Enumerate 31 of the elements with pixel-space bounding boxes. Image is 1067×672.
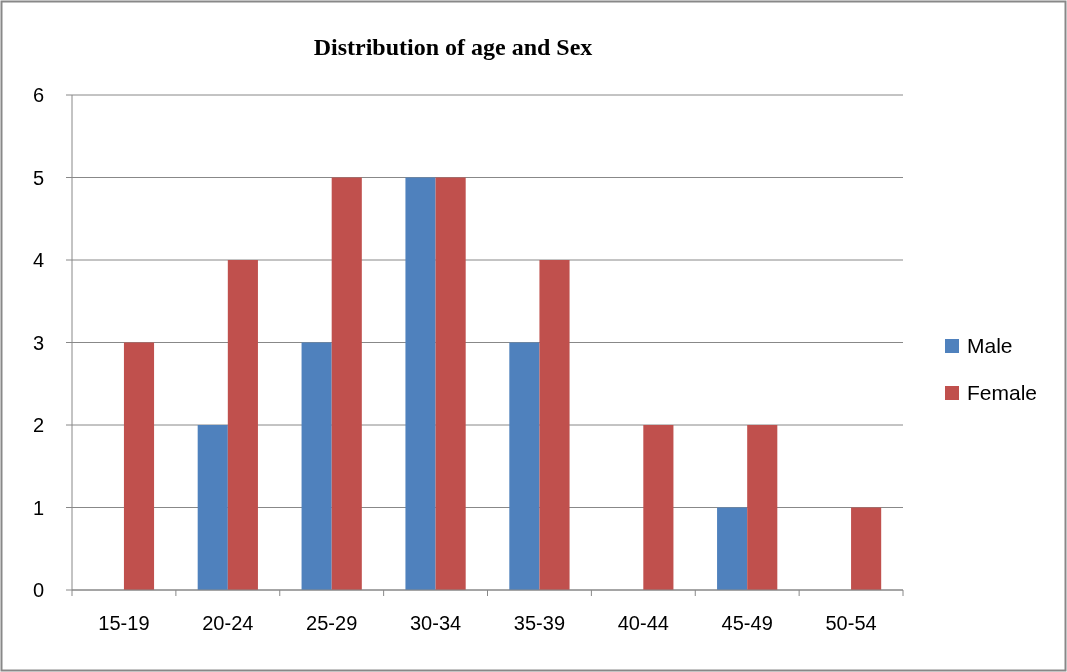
bar <box>331 177 362 590</box>
x-tick-label: 50-54 <box>825 612 877 634</box>
y-tick-label: 5 <box>32 166 44 189</box>
bar <box>539 260 570 590</box>
y-tick-label: 6 <box>32 84 44 106</box>
x-tick-label: 35-39 <box>513 612 566 634</box>
x-tick-label: 45-49 <box>721 612 773 634</box>
x-tick-label: 40-44 <box>617 612 669 634</box>
y-tick-label: 2 <box>32 414 44 436</box>
bar <box>717 507 748 590</box>
y-tick-label: 4 <box>32 249 44 271</box>
y-tick-label: 0 <box>32 579 44 601</box>
bar <box>509 342 540 590</box>
x-tick-label: 25-29 <box>306 612 358 634</box>
bar <box>227 260 258 590</box>
legend-label: Female <box>967 381 1038 405</box>
chart-title: Distribution of age and Sex <box>313 34 593 60</box>
bar <box>123 342 155 590</box>
bar <box>197 425 228 590</box>
x-tick-label: 20-24 <box>202 612 254 634</box>
y-tick-label: 1 <box>32 496 44 519</box>
bar <box>405 177 436 590</box>
y-tick-label: 3 <box>32 331 44 354</box>
bar <box>301 342 332 590</box>
bar <box>643 425 674 590</box>
bar <box>435 177 466 590</box>
legend-label: Male <box>967 334 1013 358</box>
x-tick-label: 15-19 <box>98 612 150 634</box>
x-tick-label: 30-34 <box>409 612 462 634</box>
bar <box>851 507 882 590</box>
bar <box>747 425 778 590</box>
